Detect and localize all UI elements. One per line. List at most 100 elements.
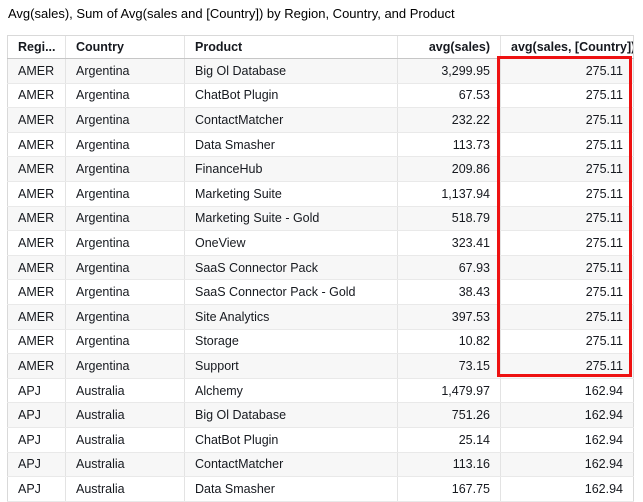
cell-regi[interactable]: AMER bbox=[7, 181, 66, 207]
cell-avg-sales[interactable]: 232.22 bbox=[397, 107, 501, 133]
cell-product[interactable]: Data Smasher bbox=[184, 132, 398, 158]
cell-avg-sales[interactable]: 751.26 bbox=[397, 402, 501, 428]
cell-avg-sales[interactable]: 73.15 bbox=[397, 353, 501, 379]
cell-country[interactable]: Australia bbox=[65, 452, 185, 478]
cell-country[interactable]: Argentina bbox=[65, 329, 185, 355]
cell-product[interactable]: OneView bbox=[184, 230, 398, 256]
cell-avg-sales-country[interactable]: 275.11 bbox=[500, 83, 634, 109]
cell-regi[interactable]: AMER bbox=[7, 156, 66, 182]
cell-country[interactable]: Argentina bbox=[65, 83, 185, 109]
cell-country[interactable]: Argentina bbox=[65, 353, 185, 379]
cell-avg-sales[interactable]: 323.41 bbox=[397, 230, 501, 256]
cell-avg-sales[interactable]: 1,137.94 bbox=[397, 181, 501, 207]
cell-country[interactable]: Australia bbox=[65, 402, 185, 428]
column-header-regi[interactable]: Regi... bbox=[7, 35, 66, 59]
cell-product[interactable]: ContactMatcher bbox=[184, 452, 398, 478]
cell-product[interactable]: Data Smasher bbox=[184, 476, 398, 502]
cell-avg-sales-country[interactable]: 275.11 bbox=[500, 156, 634, 182]
cell-avg-sales[interactable]: 38.43 bbox=[397, 279, 501, 305]
table-row: AMER Argentina ContactMatcher 232.22 275.11 bbox=[7, 107, 634, 133]
cell-regi[interactable]: AMER bbox=[7, 132, 66, 158]
cell-country[interactable]: Argentina bbox=[65, 58, 185, 84]
column-header-product[interactable]: Product bbox=[184, 35, 398, 59]
column-header-avg-sales[interactable]: avg(sales) bbox=[397, 35, 501, 59]
cell-country[interactable]: Argentina bbox=[65, 181, 185, 207]
cell-product[interactable]: Alchemy bbox=[184, 378, 398, 404]
cell-regi[interactable]: AMER bbox=[7, 279, 66, 305]
cell-product[interactable]: FinanceHub bbox=[184, 156, 398, 182]
cell-country[interactable]: Australia bbox=[65, 378, 185, 404]
cell-avg-sales-country[interactable]: 275.11 bbox=[500, 279, 634, 305]
cell-product[interactable]: Support bbox=[184, 353, 398, 379]
cell-regi[interactable]: AMER bbox=[7, 107, 66, 133]
cell-product[interactable]: ContactMatcher bbox=[184, 107, 398, 133]
cell-avg-sales-country[interactable]: 275.11 bbox=[500, 304, 634, 330]
cell-regi[interactable]: APJ bbox=[7, 427, 66, 453]
cell-product[interactable]: Marketing Suite bbox=[184, 181, 398, 207]
cell-avg-sales-country[interactable]: 162.94 bbox=[500, 427, 634, 453]
cell-avg-sales-country[interactable]: 162.94 bbox=[500, 378, 634, 404]
cell-product[interactable]: Big Ol Database bbox=[184, 58, 398, 84]
cell-regi[interactable]: AMER bbox=[7, 329, 66, 355]
cell-avg-sales-country[interactable]: 162.94 bbox=[500, 452, 634, 478]
cell-avg-sales[interactable]: 10.82 bbox=[397, 329, 501, 355]
cell-avg-sales[interactable]: 25.14 bbox=[397, 427, 501, 453]
cell-avg-sales[interactable]: 67.53 bbox=[397, 83, 501, 109]
cell-avg-sales-country[interactable]: 275.11 bbox=[500, 255, 634, 281]
cell-regi[interactable]: APJ bbox=[7, 402, 66, 428]
cell-country[interactable]: Argentina bbox=[65, 255, 185, 281]
cell-product[interactable]: Site Analytics bbox=[184, 304, 398, 330]
cell-country[interactable]: Argentina bbox=[65, 304, 185, 330]
table-row: AMER Argentina Marketing Suite 1,137.94 275.… bbox=[7, 181, 634, 207]
cell-avg-sales-country[interactable]: 162.94 bbox=[500, 402, 634, 428]
cell-avg-sales[interactable]: 518.79 bbox=[397, 206, 501, 232]
cell-avg-sales[interactable]: 209.86 bbox=[397, 156, 501, 182]
cell-regi[interactable]: APJ bbox=[7, 476, 66, 502]
cell-regi[interactable]: AMER bbox=[7, 353, 66, 379]
cell-avg-sales-country[interactable]: 275.11 bbox=[500, 58, 634, 84]
cell-avg-sales-country[interactable]: 275.11 bbox=[500, 107, 634, 133]
cell-regi[interactable]: AMER bbox=[7, 206, 66, 232]
cell-avg-sales-country[interactable]: 275.11 bbox=[500, 230, 634, 256]
cell-country[interactable]: Australia bbox=[65, 427, 185, 453]
cell-avg-sales-country[interactable]: 275.11 bbox=[500, 181, 634, 207]
cell-product[interactable]: Big Ol Database bbox=[184, 402, 398, 428]
cell-product[interactable]: Marketing Suite - Gold bbox=[184, 206, 398, 232]
table-row: AMER Argentina Marketing Suite - Gold 518.7… bbox=[7, 206, 634, 232]
cell-country[interactable]: Argentina bbox=[65, 206, 185, 232]
cell-avg-sales[interactable]: 1,479.97 bbox=[397, 378, 501, 404]
cell-avg-sales[interactable]: 397.53 bbox=[397, 304, 501, 330]
cell-avg-sales[interactable]: 67.93 bbox=[397, 255, 501, 281]
cell-country[interactable]: Argentina bbox=[65, 230, 185, 256]
column-header-avg-sales-country[interactable]: avg(sales, [Country]) bbox=[500, 35, 634, 59]
cell-regi[interactable]: AMER bbox=[7, 83, 66, 109]
cell-avg-sales-country[interactable]: 275.11 bbox=[500, 353, 634, 379]
cell-avg-sales[interactable]: 167.75 bbox=[397, 476, 501, 502]
cell-country[interactable]: Argentina bbox=[65, 107, 185, 133]
cell-regi[interactable]: AMER bbox=[7, 230, 66, 256]
cell-product[interactable]: ChatBot Plugin bbox=[184, 427, 398, 453]
cell-avg-sales-country[interactable]: 275.11 bbox=[500, 132, 634, 158]
cell-product[interactable]: ChatBot Plugin bbox=[184, 83, 398, 109]
cell-regi[interactable]: AMER bbox=[7, 255, 66, 281]
cell-country[interactable]: Argentina bbox=[65, 279, 185, 305]
cell-regi[interactable]: AMER bbox=[7, 304, 66, 330]
cell-regi[interactable]: APJ bbox=[7, 452, 66, 478]
cell-country[interactable]: Argentina bbox=[65, 156, 185, 182]
cell-avg-sales[interactable]: 113.16 bbox=[397, 452, 501, 478]
cell-product[interactable]: Storage bbox=[184, 329, 398, 355]
cell-avg-sales[interactable]: 3,299.95 bbox=[397, 58, 501, 84]
cell-country[interactable]: Australia bbox=[65, 476, 185, 502]
cell-regi[interactable]: AMER bbox=[7, 58, 66, 84]
cell-avg-sales-country[interactable]: 162.94 bbox=[500, 476, 634, 502]
cell-product[interactable]: SaaS Connector Pack bbox=[184, 255, 398, 281]
cell-avg-sales-country[interactable]: 275.11 bbox=[500, 206, 634, 232]
cell-avg-sales-country[interactable]: 275.11 bbox=[500, 329, 634, 355]
table-row: APJ Australia ContactMatcher 113.16 162.94 bbox=[7, 452, 634, 478]
table-visual: Regi... Country Product avg(sales) avg(sales… bbox=[7, 35, 634, 502]
cell-avg-sales[interactable]: 113.73 bbox=[397, 132, 501, 158]
cell-product[interactable]: SaaS Connector Pack - Gold bbox=[184, 279, 398, 305]
cell-country[interactable]: Argentina bbox=[65, 132, 185, 158]
cell-regi[interactable]: APJ bbox=[7, 378, 66, 404]
column-header-country[interactable]: Country bbox=[65, 35, 185, 59]
